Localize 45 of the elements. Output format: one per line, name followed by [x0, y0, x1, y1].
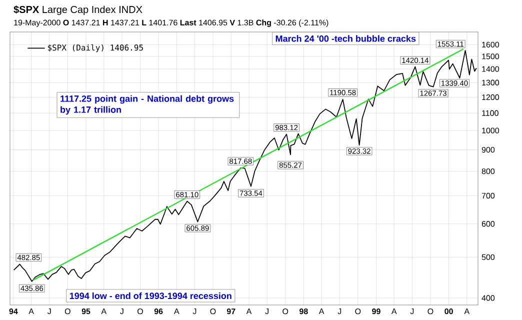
x-tick-label: J [48, 308, 51, 314]
x-tick-label: O [210, 308, 216, 314]
x-tick-label: A [246, 308, 252, 314]
x-tick-label: O [137, 308, 143, 314]
y-tick-label: 1100 [482, 110, 498, 116]
x-tick-label: 98 [300, 308, 308, 314]
chart-title: $SPX Large Cap Index INDX [14, 6, 142, 16]
x-tick-label: 96 [154, 308, 163, 314]
x-tick-label: 97 [226, 308, 236, 314]
x-tick-label: A [464, 308, 470, 314]
x-tick-label: A [28, 308, 34, 314]
annotation: 1117.25 point gain - National debt grows by 1.17 trillion [60, 95, 234, 115]
x-tick-label: J [192, 308, 196, 314]
y-tick-label: 1200 [482, 94, 500, 100]
x-tick-label: 99 [372, 308, 380, 314]
y-tick-label: 700 [482, 192, 495, 199]
x-tick-label: O [428, 308, 434, 314]
x-tick-label: J [410, 308, 414, 314]
x-tick-label: 95 [82, 308, 90, 314]
x-tick-label: A [174, 308, 180, 314]
y-tick-label: 500 [482, 254, 495, 260]
y-tick-label: 900 [482, 146, 495, 153]
x-tick-label: J [265, 308, 268, 314]
y-tick-label: 400 [482, 295, 495, 301]
x-tick-label: J [338, 308, 342, 314]
y-tick-label: 1600 [482, 42, 500, 48]
text: 19-May-2000 O 1437.21 H 1437.21 L 1401.76 Last 1406.95 V 1.3B Chg -30.26 (-2.11%) [14, 20, 328, 28]
y-tick-label: 800 [482, 168, 495, 174]
y-tick-label: 600 [482, 221, 495, 227]
x-tick-label: A [318, 308, 324, 314]
y-tick-label: 1000 [482, 128, 500, 134]
x-tick-label: O [282, 308, 288, 314]
annotation: March 24 '00 -tech bubble cracks [276, 35, 416, 42]
x-tick-label: J [120, 308, 124, 314]
annotation: 1994 low - end of 1993-1994 recession [70, 292, 232, 300]
x-tick-label: A [101, 308, 107, 314]
y-tick-label: 1500 [482, 54, 500, 60]
x-tick-label: O [355, 308, 361, 314]
x-tick-label: 94 [9, 308, 18, 314]
x-tick-label: 00 [444, 308, 453, 314]
x-tick-label: O [64, 308, 70, 314]
y-tick-label: 1300 [482, 80, 500, 86]
x-tick-label: A [391, 308, 397, 314]
y-tick-label: 1400 [482, 66, 500, 72]
legend-label: $SPX (Daily) 1406.95 [48, 44, 143, 52]
